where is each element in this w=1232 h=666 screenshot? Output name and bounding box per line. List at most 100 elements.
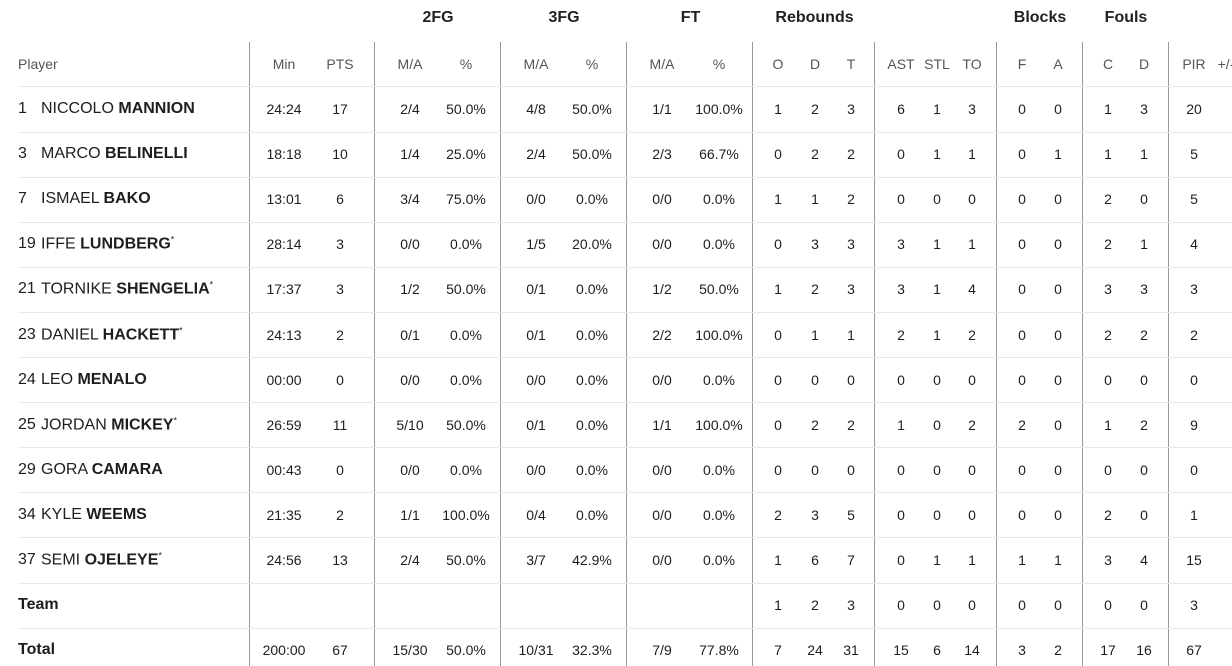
stat-cell: 0 (933, 597, 941, 614)
stat-cell: 2/4 (400, 101, 420, 117)
row-divider (18, 537, 1232, 539)
player-name: MARCO BELINELLI (41, 145, 188, 163)
player-number: 29 (18, 460, 36, 478)
stat-cell: 11 (332, 416, 348, 433)
stat-cell: 1 (1018, 552, 1026, 568)
stat-cell: 0 (1190, 371, 1198, 388)
stat-cell: 0 (1190, 461, 1198, 478)
stat-cell: 3 (1140, 281, 1148, 298)
stat-cell: 1 (933, 281, 941, 298)
stat-cell: 1 (1140, 236, 1148, 253)
first-name: DANIEL (41, 326, 99, 344)
column-header: TO (962, 56, 982, 72)
row-label: Team (18, 596, 59, 614)
column-header: M/A (523, 56, 549, 72)
stat-cell: 3/7 (526, 552, 546, 568)
stat-cell: 0.0% (450, 461, 482, 478)
stat-cell: 1/2 (400, 281, 420, 298)
stat-cell: 0.0% (703, 552, 735, 568)
stat-cell: 2 (811, 597, 819, 614)
stat-cell: 0.0% (576, 506, 608, 523)
stat-cell: 3 (1104, 281, 1112, 298)
column-header: D (809, 56, 821, 72)
column-header: C (1102, 56, 1114, 72)
stat-cell: 7 (847, 552, 855, 568)
stat-cell: 3 (897, 236, 905, 253)
stat-cell: 1 (1104, 416, 1112, 433)
stat-cell: 00:00 (266, 371, 302, 388)
stat-cell: 0 (774, 146, 782, 163)
stat-cell: 3 (811, 236, 819, 253)
stat-cell: 0 (968, 371, 976, 388)
stat-cell: 100.0% (695, 101, 743, 117)
stat-cell: 1 (811, 191, 819, 208)
stat-cell: 75.0% (446, 191, 486, 208)
stat-cell: 6 (336, 191, 344, 208)
stat-cell: 4/8 (526, 101, 546, 117)
stat-cell: 2 (847, 146, 855, 163)
column-header: +/- (1217, 56, 1232, 72)
stat-cell: 0 (1054, 461, 1062, 478)
stat-cell: 0.0% (703, 191, 735, 208)
player-name: SEMI OJELEYE* (41, 550, 162, 569)
stat-cell: 0.0% (703, 506, 735, 523)
stat-cell: 0 (1104, 371, 1112, 388)
stat-cell: 3 (336, 281, 344, 298)
stat-cell: 31 (843, 642, 859, 659)
column-header: M/A (649, 56, 675, 72)
player-name: DANIEL HACKETT* (41, 325, 183, 344)
stat-cell: 0.0% (703, 236, 735, 253)
first-name: GORA (41, 460, 88, 478)
column-separator (996, 42, 997, 666)
stat-cell: 77.8% (699, 642, 739, 659)
row-divider (18, 357, 1232, 359)
player-name: TORNIKE SHENGELIA* (41, 280, 213, 299)
player-name: KYLE WEEMS (41, 506, 147, 524)
column-header: AST (887, 56, 915, 72)
stat-cell: 2/4 (400, 552, 420, 568)
column-separator (626, 42, 627, 666)
row-divider (18, 131, 1232, 133)
stat-cell: 10 (332, 146, 348, 163)
stat-cell: 3 (847, 236, 855, 253)
stat-cell: 3 (811, 506, 819, 523)
stat-cell: 1 (1104, 101, 1112, 117)
stat-cell: 21:35 (266, 506, 302, 523)
column-header: Player (18, 56, 58, 72)
last-name: WEEMS (86, 505, 147, 523)
group-header: 2FG (422, 9, 454, 26)
player-name: NICCOLO MANNION (41, 100, 195, 118)
stat-cell: 2 (968, 416, 976, 433)
column-header: PTS (326, 56, 354, 72)
stat-cell: 1 (774, 552, 782, 568)
stat-cell: 26:59 (266, 416, 302, 433)
stat-cell: 2 (847, 191, 855, 208)
stat-cell: 2/2 (652, 326, 672, 343)
stat-cell: 1 (933, 326, 941, 343)
first-name: MARCO (41, 145, 101, 163)
column-header: STL (924, 56, 950, 72)
group-header: Blocks (1013, 9, 1067, 26)
stat-cell: 0/0 (526, 461, 546, 478)
column-header: F (1017, 56, 1027, 72)
stat-cell: 0 (1018, 371, 1026, 388)
player-name: IFFE LUNDBERG* (41, 235, 174, 254)
stat-cell: 2 (336, 506, 344, 523)
last-name: MICKEY (111, 416, 174, 434)
stat-cell: 2 (897, 326, 905, 343)
stat-cell: 0/1 (526, 326, 546, 343)
stat-cell: 67 (1186, 642, 1202, 659)
stat-cell: 17 (332, 101, 348, 117)
stat-cell: 50.0% (446, 101, 486, 117)
stat-cell: 2 (1104, 326, 1112, 343)
stat-cell: 0 (897, 461, 905, 478)
player-number: 37 (18, 551, 36, 568)
first-name: SEMI (41, 551, 81, 569)
stat-cell: 7/9 (652, 642, 672, 659)
stat-cell: 50.0% (446, 642, 486, 659)
stat-cell: 24:24 (266, 101, 302, 117)
stat-cell: 50.0% (572, 146, 612, 163)
stat-cell: 5 (847, 506, 855, 523)
stat-cell: 0 (1054, 597, 1062, 614)
last-name: LUNDBERG (80, 235, 171, 253)
